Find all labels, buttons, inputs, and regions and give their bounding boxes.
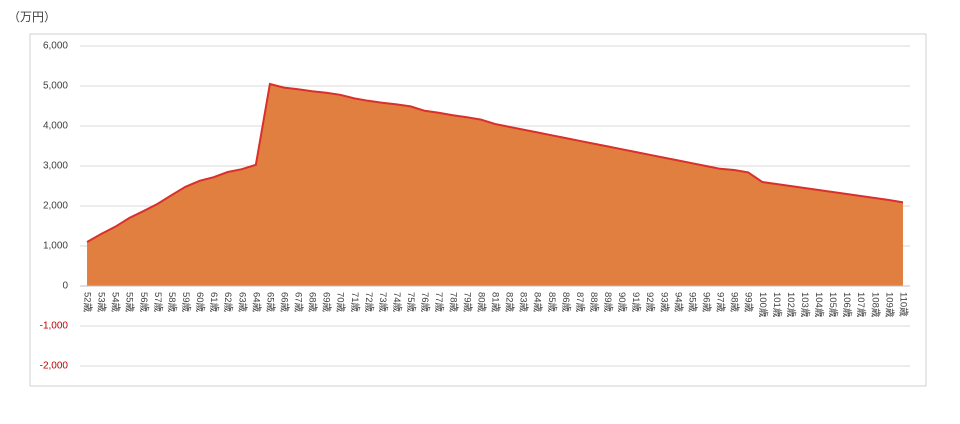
x-tick-label: 69歳: [321, 292, 333, 313]
x-tick-label: 88歳: [588, 292, 600, 313]
x-tick-label: 53歳: [96, 292, 108, 313]
x-tick-label: 81歳: [489, 292, 501, 313]
area-line: [86, 82, 904, 243]
x-tick-label: 55歳: [124, 292, 136, 313]
x-tick-label: 67歳: [293, 292, 305, 313]
x-tick-label: 83歳: [518, 292, 530, 313]
x-tick-label: 63歳: [236, 292, 248, 313]
x-tick-label: 109歳: [883, 292, 895, 318]
x-tick-label: 56歳: [138, 292, 150, 313]
y-tick-label: -2,000: [40, 361, 69, 372]
x-tick-label: 84歳: [532, 292, 544, 313]
x-tick-label: 95歳: [686, 292, 698, 313]
x-tick-label: 104歳: [813, 292, 825, 318]
x-tick-label: 85歳: [546, 292, 558, 313]
x-tick-label: 59歳: [180, 292, 192, 313]
x-tick-label: 58歳: [166, 292, 178, 313]
x-tick-label: 96歳: [701, 292, 713, 313]
x-tick-label: 110歳: [897, 292, 909, 317]
x-tick-label: 89歳: [602, 292, 614, 313]
x-tick-label: 71歳: [349, 292, 361, 313]
x-tick-label: 65歳: [264, 292, 276, 313]
x-tick-label: 93歳: [658, 292, 670, 313]
x-tick-label: 86歳: [560, 292, 572, 313]
y-tick-label: 3,000: [43, 161, 68, 172]
x-tick-label: 70歳: [335, 292, 347, 313]
x-tick-label: 54歳: [110, 292, 122, 313]
x-tick-label: 60歳: [194, 292, 206, 313]
x-tick-label: 108歳: [869, 292, 881, 318]
x-tick-label: 52歳: [82, 292, 94, 313]
x-tick-label: 76歳: [419, 292, 431, 313]
y-tick-label: 1,000: [43, 241, 68, 252]
x-tick-label: 90歳: [616, 292, 628, 313]
x-tick-label: 92歳: [644, 292, 656, 313]
x-tick-label: 98歳: [729, 292, 741, 313]
x-tick-label: 94歳: [672, 292, 684, 313]
x-tick-label: 91歳: [630, 292, 642, 313]
x-tick-label: 103歳: [799, 292, 811, 318]
y-tick-label: 0: [62, 281, 68, 292]
x-tick-label: 61歳: [208, 292, 220, 313]
x-tick-label: 64歳: [250, 292, 262, 313]
x-tick-label: 99歳: [743, 292, 755, 313]
x-tick-label: 97歳: [715, 292, 727, 313]
x-tick-label: 73歳: [377, 292, 389, 313]
x-tick-label: 87歳: [574, 292, 586, 313]
x-tick-label: 105歳: [827, 292, 839, 318]
x-tick-label: 62歳: [222, 292, 234, 313]
x-tick-label: 106歳: [841, 292, 853, 318]
x-tick-label: 78歳: [447, 292, 459, 313]
x-tick-label: 82歳: [504, 292, 516, 313]
x-tick-label: 74歳: [391, 292, 403, 313]
x-tick-label: 66歳: [278, 292, 290, 313]
x-tick-label: 79歳: [461, 292, 473, 313]
x-tick-label: 72歳: [363, 292, 375, 313]
x-tick-label: 75歳: [405, 292, 417, 313]
x-tick-label: 80歳: [475, 292, 487, 313]
y-tick-label: 2,000: [43, 201, 68, 212]
y-axis-label: （万円）: [8, 10, 56, 24]
area: [87, 84, 903, 286]
x-tick-label: 57歳: [152, 292, 164, 313]
y-tick-label: -1,000: [40, 321, 69, 332]
x-tick-label: 100歳: [757, 292, 769, 318]
x-tick-label: 77歳: [433, 292, 445, 313]
x-tick-label: 101歳: [771, 292, 783, 318]
y-tick-label: 6,000: [43, 41, 68, 52]
y-tick-label: 4,000: [43, 121, 68, 132]
x-tick-label: 102歳: [785, 292, 797, 318]
y-tick-label: 5,000: [43, 81, 68, 92]
x-tick-label: 68歳: [307, 292, 319, 313]
x-tick-label: 107歳: [855, 292, 867, 318]
